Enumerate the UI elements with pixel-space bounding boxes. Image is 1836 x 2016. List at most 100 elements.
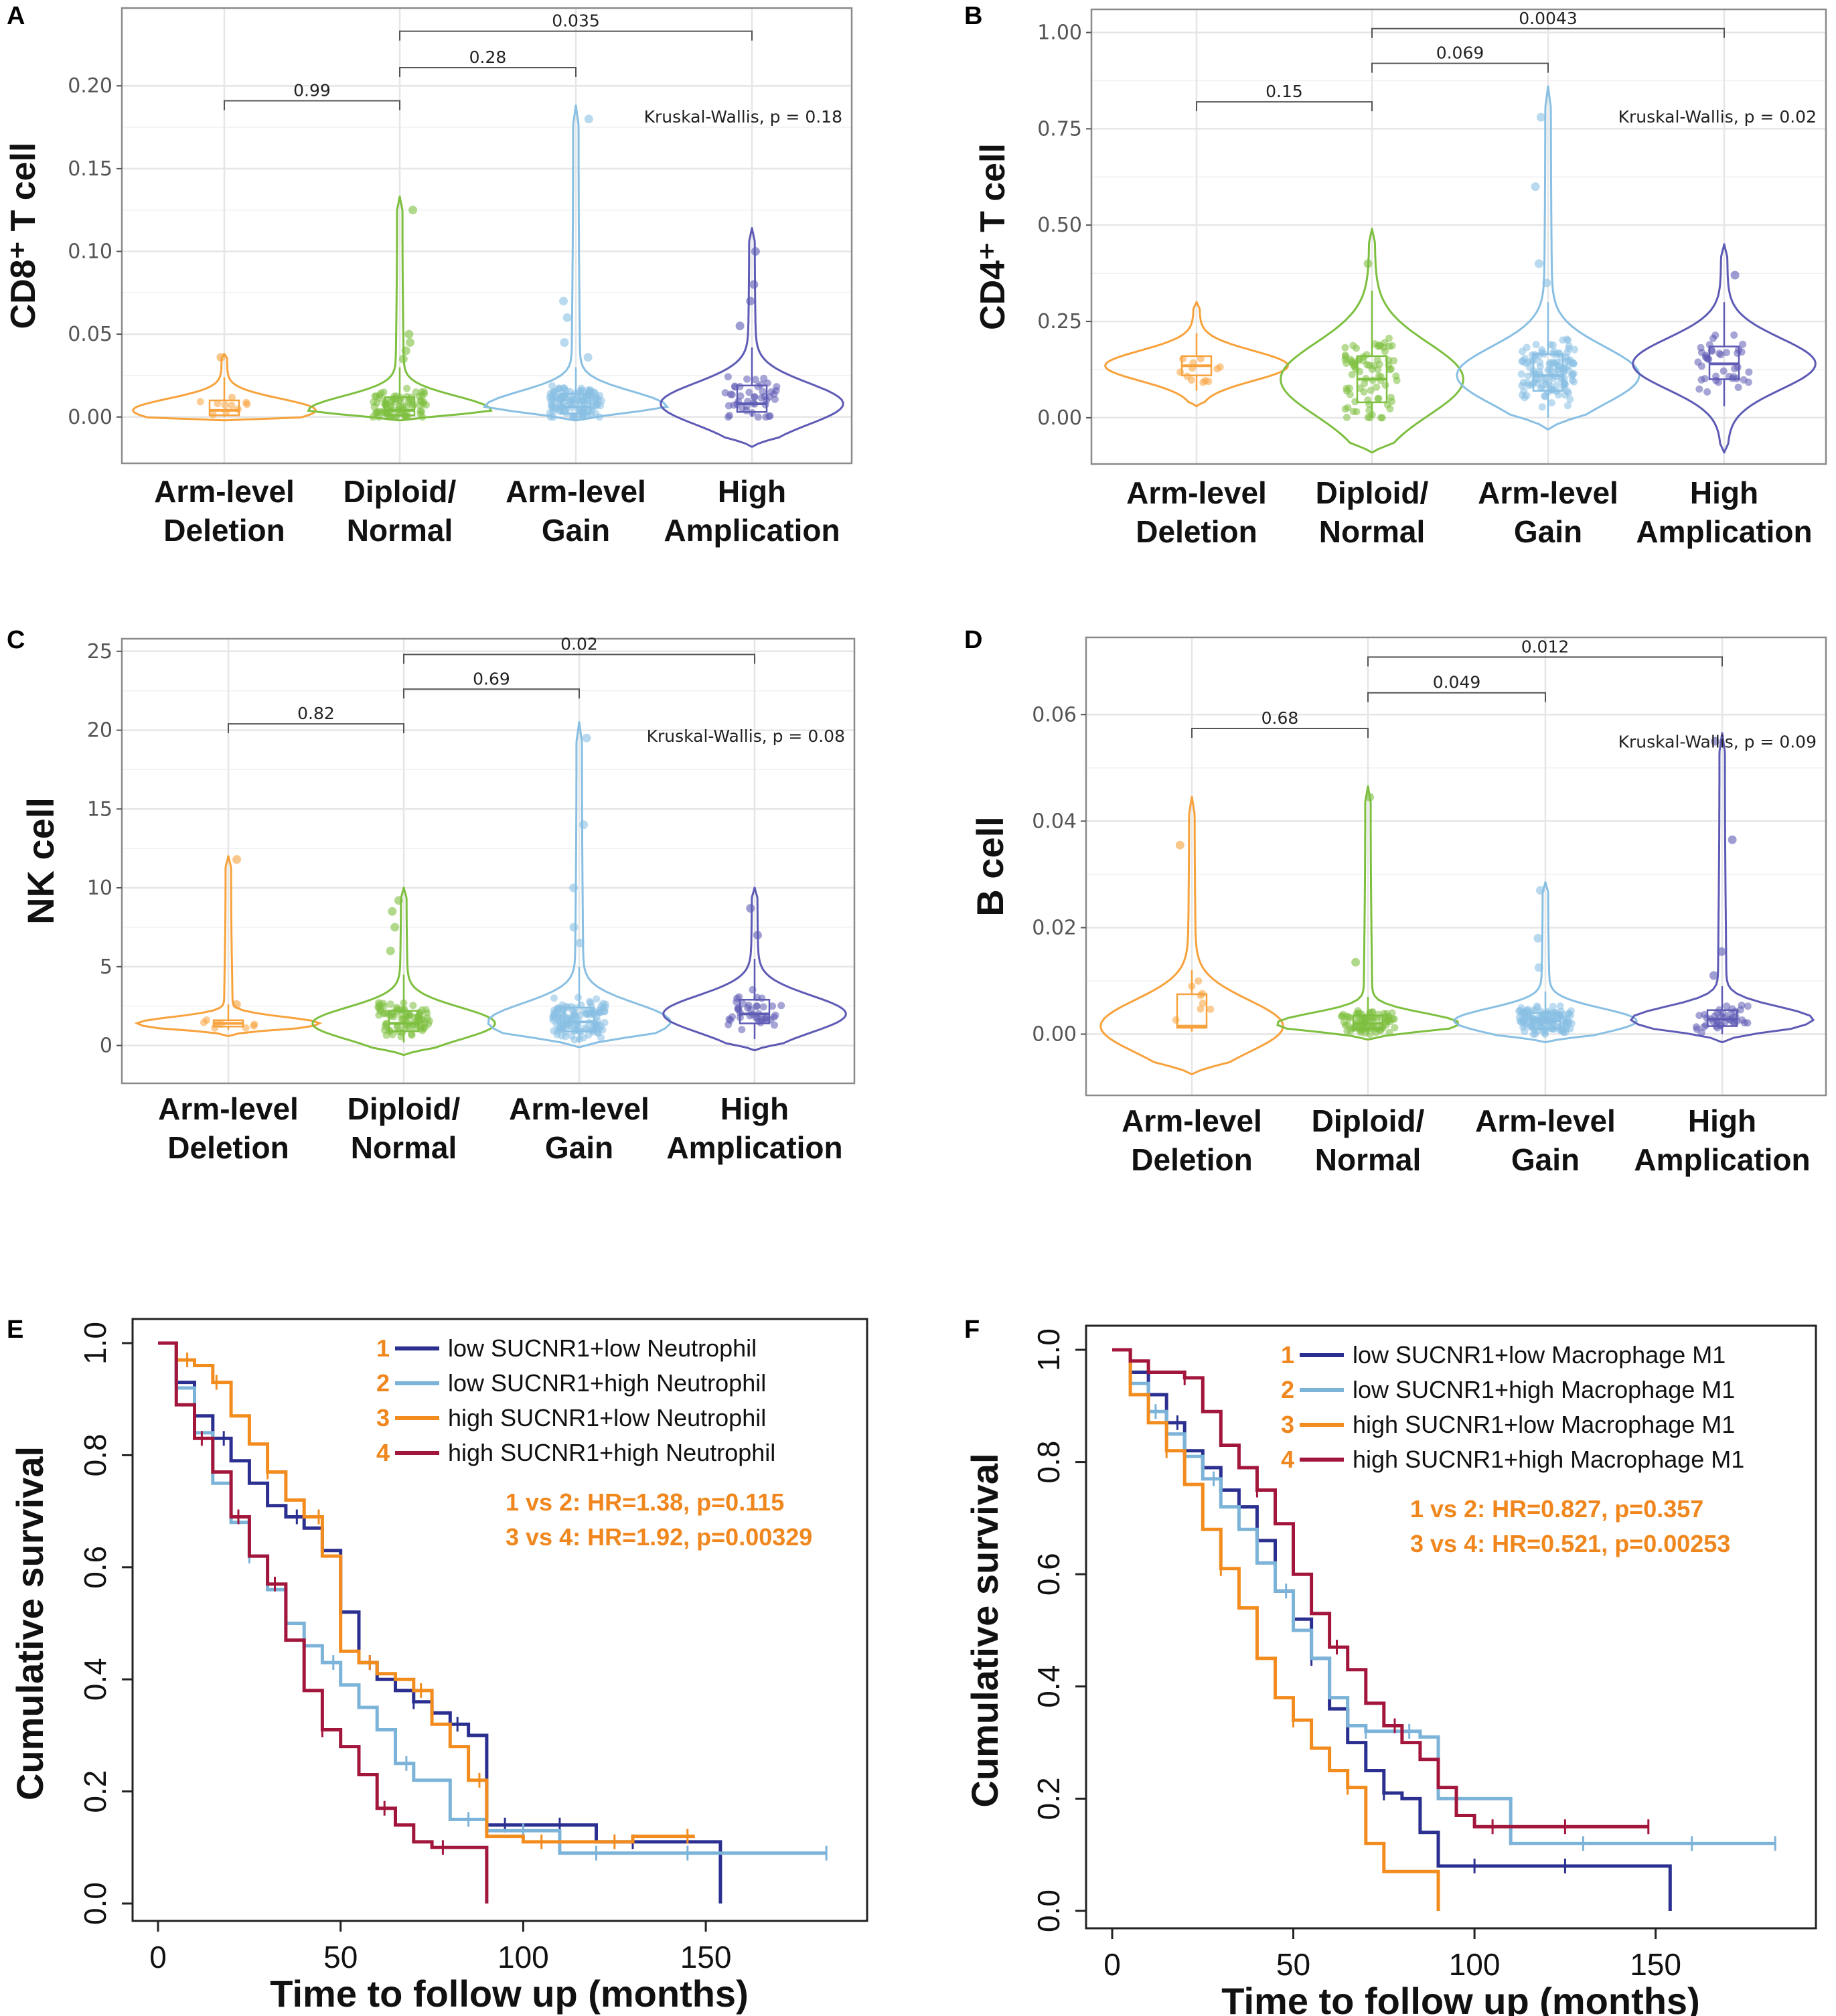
- data-point: [550, 388, 558, 396]
- plot-background: [122, 639, 854, 1083]
- data-point: [1172, 1016, 1180, 1024]
- significance-bracket: 0.15: [1196, 82, 1373, 112]
- data-point: [743, 406, 751, 414]
- outlier-point: [735, 321, 745, 331]
- data-point: [1341, 356, 1349, 364]
- y-tick-label: 0.06: [1032, 703, 1077, 726]
- data-point: [214, 400, 222, 408]
- data-point: [1549, 341, 1557, 349]
- data-point: [1518, 382, 1526, 390]
- data-point: [1369, 1008, 1377, 1016]
- x-category-label: Normal: [1319, 514, 1425, 549]
- x-tick-label: 150: [680, 1940, 732, 1974]
- data-point: [375, 1004, 383, 1012]
- iqr-box: [736, 384, 768, 413]
- legend-entry: 4 high SUCNR1+high Macrophage M1: [1281, 1446, 1744, 1473]
- data-point: [1695, 1012, 1703, 1020]
- y-tick-label: 0.00: [68, 406, 112, 429]
- data-point: [1347, 356, 1355, 364]
- y-tick-label: 5: [100, 955, 112, 979]
- violin-outline: [132, 353, 317, 422]
- outlier-point: [579, 820, 589, 830]
- data-point: [422, 1006, 430, 1014]
- data-point: [759, 1003, 767, 1011]
- data-point: [1553, 381, 1561, 389]
- x-category-label: Arm-level: [506, 474, 646, 509]
- outlier-point: [753, 931, 762, 940]
- violin-outline: [1453, 881, 1638, 1043]
- y-tick-label: 0.75: [1037, 117, 1082, 141]
- survival-step-line: [158, 1341, 722, 1904]
- bracket-line: [403, 653, 755, 664]
- data-point: [546, 413, 554, 421]
- data-point: [725, 411, 733, 419]
- outlier-point: [405, 338, 414, 347]
- data-point: [769, 1002, 777, 1010]
- y-tick-label: 0.8: [1031, 1441, 1066, 1484]
- significance-bracket: 0.069: [1371, 44, 1549, 73]
- data-point: [724, 373, 732, 381]
- outlier-point: [1728, 835, 1737, 844]
- data-point: [423, 401, 430, 409]
- data-point: [575, 994, 582, 1002]
- data-point: [738, 1026, 746, 1034]
- legend-label: low SUCNR1+low Macrophage M1: [1353, 1341, 1726, 1369]
- violin-group: [1456, 85, 1640, 431]
- plot-frame: [121, 637, 856, 1085]
- significance-bracket: 0.035: [399, 11, 753, 41]
- x-category-label: Arm-level: [154, 474, 295, 509]
- data-point: [420, 1024, 428, 1032]
- data-point: [1183, 372, 1191, 380]
- outlier-point: [569, 923, 579, 932]
- data-point: [1341, 343, 1349, 352]
- data-point: [1385, 1012, 1393, 1020]
- data-point: [1522, 360, 1529, 368]
- outlier-point: [390, 923, 400, 932]
- legend-entry: 2 low SUCNR1+high Macrophage M1: [1281, 1376, 1735, 1403]
- x-category-label: High: [720, 1091, 789, 1126]
- data-point: [1570, 378, 1578, 386]
- outlier-point: [1534, 963, 1543, 972]
- panel-label-f: F: [964, 1316, 980, 1344]
- data-point: [1381, 339, 1389, 347]
- data-point: [1697, 376, 1705, 384]
- data-point: [409, 1002, 417, 1010]
- data-point: [1373, 1014, 1381, 1022]
- data-point: [423, 1014, 431, 1022]
- violin-group: [307, 196, 493, 422]
- outlier-point: [1365, 793, 1375, 802]
- panel-c-nk-violin: 0 5 10 15 20 25 NK cell 0.82 0.69 0.02 Kruskal-Wal…: [19, 635, 856, 1165]
- data-point: [562, 1032, 569, 1040]
- x-tick-label: 0: [1103, 1947, 1121, 1982]
- x-category-label: Arm-level: [1126, 475, 1267, 510]
- survival-curve-4: [1112, 1348, 1650, 1835]
- y-tick-label: 0.00: [1037, 406, 1082, 430]
- outlier-point: [398, 354, 408, 364]
- data-point: [1744, 378, 1752, 386]
- x-category-label: Normal: [347, 513, 453, 548]
- data-point: [1566, 396, 1574, 403]
- data-point: [1549, 1002, 1557, 1010]
- data-point: [565, 1022, 573, 1030]
- violin-outline: [482, 104, 670, 422]
- outlier-point: [232, 1000, 241, 1009]
- data-point: [1216, 363, 1224, 371]
- violin-group: [1276, 785, 1460, 1040]
- p-value-label: 0.012: [1521, 637, 1570, 656]
- violin-outline: [311, 886, 496, 1057]
- iqr-box: [560, 392, 592, 415]
- data-point: [598, 397, 605, 405]
- data-point: [579, 397, 587, 404]
- y-tick-label: 0.04: [1032, 809, 1077, 833]
- data-point: [1381, 381, 1389, 389]
- kruskal-wallis-label: Kruskal-Wallis, p = 0.18: [644, 107, 842, 127]
- data-point: [760, 374, 768, 382]
- data-point: [1567, 1012, 1574, 1020]
- data-point: [1199, 1000, 1207, 1007]
- p-value-label: 0.82: [297, 704, 335, 723]
- x-category-label: Normal: [1315, 1142, 1421, 1177]
- legend-entry: 4 high SUCNR1+high Neutrophil: [376, 1439, 775, 1466]
- data-point: [418, 413, 427, 421]
- bracket-line: [1371, 27, 1725, 38]
